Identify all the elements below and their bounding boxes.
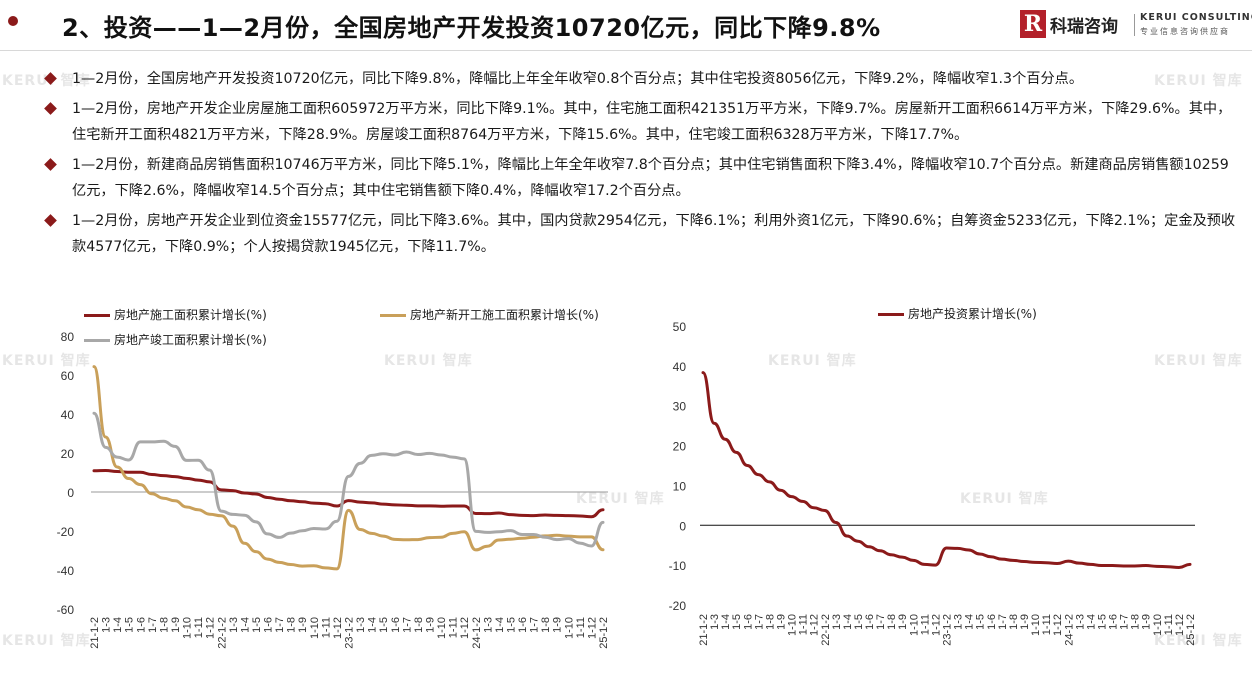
bullet-text: 1—2月份，全国房地产开发投资10720亿元，同比下降9.8%，降幅比上年全年收… bbox=[72, 71, 1084, 87]
header-dot bbox=[8, 16, 18, 26]
x-tick-label: 1-5 bbox=[124, 617, 136, 633]
x-tick-label: 1-6 bbox=[390, 617, 402, 633]
bullet-text: 1—2月份，新建商品房销售面积10746万平方米，同比下降5.1%，降幅比上年全… bbox=[72, 157, 1229, 199]
legend-swatch bbox=[380, 314, 406, 317]
x-tick-label: 1-3 bbox=[355, 617, 367, 633]
watermark: KERUI 智库 bbox=[1154, 353, 1243, 369]
bullet-item: 1—2月份，新建商品房销售面积10746万平方米，同比下降5.1%，降幅比上年全… bbox=[44, 152, 1240, 204]
x-tick-label: 22-1-2 bbox=[216, 617, 228, 649]
x-tick-label: 1-12 bbox=[586, 617, 598, 639]
watermark: KERUI 智库 bbox=[768, 353, 857, 369]
x-tick-label: 1-6 bbox=[135, 617, 147, 633]
x-tick-label: 1-7 bbox=[529, 617, 541, 633]
x-tick-label: 1-8 bbox=[413, 617, 425, 633]
logo-chinese-name: 科瑞咨询 bbox=[1050, 17, 1118, 37]
legend-item: 房地产施工面积累计增长(%) bbox=[84, 306, 267, 323]
y-tick-label: 80 bbox=[61, 330, 75, 344]
bullet-item: 1—2月份，房地产开发企业房屋施工面积605972万平方米，同比下降9.1%。其… bbox=[44, 96, 1240, 148]
x-tick-label: 1-6 bbox=[263, 617, 275, 633]
watermark: KERUI 智库 bbox=[576, 491, 665, 507]
x-tick-label: 1-4 bbox=[112, 617, 124, 633]
legend-label: 房地产投资累计增长(%) bbox=[908, 307, 1037, 321]
x-tick-label: 1-4 bbox=[494, 617, 506, 633]
x-tick-label: 1-7 bbox=[401, 617, 413, 633]
bullet-item: 1—2月份，房地产开发企业到位资金15577亿元，同比下降3.6%。其中，国内贷… bbox=[44, 208, 1240, 260]
y-tick-label: -20 bbox=[57, 525, 75, 539]
x-tick-label: 1-3 bbox=[228, 617, 240, 633]
x-tick-label: 1-7 bbox=[274, 617, 286, 633]
x-tick-label: 1-4 bbox=[239, 617, 251, 633]
x-tick-label: 1-10 bbox=[436, 617, 448, 639]
legend-label: 房地产竣工面积累计增长(%) bbox=[114, 333, 267, 347]
x-tick-label: 1-10 bbox=[563, 617, 575, 639]
bullet-text: 1—2月份，房地产开发企业到位资金15577亿元，同比下降3.6%。其中，国内贷… bbox=[72, 213, 1236, 255]
legend-item: 房地产投资累计增长(%) bbox=[878, 305, 1037, 322]
x-tick-label: 1-11 bbox=[320, 617, 332, 638]
x-tick-label: 1-9 bbox=[297, 617, 309, 633]
bullet-text: 1—2月份，房地产开发企业房屋施工面积605972万平方米，同比下降9.1%。其… bbox=[72, 101, 1232, 143]
x-tick-label: 23-1-2 bbox=[344, 617, 356, 649]
series-line-3 bbox=[92, 411, 605, 548]
x-tick-label: 1-4 bbox=[367, 617, 379, 633]
watermark: KERUI 智库 bbox=[2, 633, 91, 649]
x-tick-label: 1-11 bbox=[193, 617, 205, 638]
x-tick-label: 1-3 bbox=[101, 617, 113, 633]
x-tick-label: 1-9 bbox=[170, 617, 182, 633]
x-tick-label: 1-8 bbox=[540, 617, 552, 633]
x-tick-label: 25-1-2 bbox=[598, 617, 610, 649]
x-tick-label: 1-6 bbox=[517, 617, 529, 633]
watermark: KERUI 智库 bbox=[384, 353, 473, 369]
x-tick-label: 1-5 bbox=[251, 617, 263, 633]
x-tick-label: 1-12 bbox=[332, 617, 344, 639]
y-tick-label: -60 bbox=[57, 603, 75, 617]
watermark: KERUI 智库 bbox=[2, 353, 91, 369]
logo-separator bbox=[1134, 14, 1135, 36]
x-tick-label: 1-12 bbox=[205, 617, 217, 639]
x-tick-label: 1-3 bbox=[482, 617, 494, 633]
series-line-1 bbox=[92, 469, 605, 519]
bullet-list: 1—2月份，全国房地产开发投资10720亿元，同比下降9.8%，降幅比上年全年收… bbox=[44, 66, 1240, 264]
x-tick-label: 1-9 bbox=[552, 617, 564, 633]
series-line-2 bbox=[92, 365, 605, 571]
x-tick-label: 1-10 bbox=[309, 617, 321, 639]
x-tick-label: 21-1-2 bbox=[89, 617, 101, 649]
page-title: 2、投资——1—2月份，全国房地产开发投资10720亿元，同比下降9.8% bbox=[62, 14, 881, 42]
header: 2、投资——1—2月份，全国房地产开发投资10720亿元，同比下降9.8% R … bbox=[0, 0, 1252, 52]
legend-label: 房地产新开工施工面积累计增长(%) bbox=[410, 308, 599, 322]
header-divider bbox=[0, 50, 1252, 51]
x-tick-label: 1-7 bbox=[147, 617, 159, 633]
legend-swatch bbox=[878, 313, 904, 316]
logo-mark: R bbox=[1020, 10, 1046, 38]
watermark: KERUI 智库 bbox=[1154, 73, 1243, 89]
x-tick-label: 1-8 bbox=[158, 617, 170, 633]
x-tick-label: 1-8 bbox=[286, 617, 298, 633]
y-tick-label: -40 bbox=[57, 564, 75, 578]
x-tick-label: 1-5 bbox=[505, 617, 517, 633]
legend-swatch bbox=[84, 314, 110, 317]
x-tick-label: 1-12 bbox=[459, 617, 471, 639]
logo-subtitle: 专业信息咨询供应商 bbox=[1140, 27, 1230, 36]
legend-item: 房地产竣工面积累计增长(%) bbox=[84, 331, 267, 348]
x-tick-label: 1-11 bbox=[448, 617, 460, 638]
watermark: KERUI 智库 bbox=[1154, 633, 1243, 649]
legend-swatch bbox=[84, 339, 110, 342]
y-tick-label: 60 bbox=[61, 369, 75, 383]
bullet-item: 1—2月份，全国房地产开发投资10720亿元，同比下降9.8%，降幅比上年全年收… bbox=[44, 66, 1240, 92]
x-tick-label: 24-1-2 bbox=[471, 617, 483, 649]
y-tick-label: 0 bbox=[67, 486, 74, 500]
logo-english-name: KERUI CONSULTING bbox=[1140, 12, 1252, 23]
y-tick-label: 20 bbox=[61, 447, 75, 461]
brand-logo: R 科瑞咨询 KERUI CONSULTING 专业信息咨询供应商 bbox=[1020, 8, 1252, 42]
legend-label: 房地产施工面积累计增长(%) bbox=[114, 308, 267, 322]
x-tick-label: 1-11 bbox=[575, 617, 587, 638]
x-tick-label: 1-5 bbox=[378, 617, 390, 633]
y-tick-label: 40 bbox=[61, 408, 75, 422]
x-tick-label: 1-9 bbox=[424, 617, 436, 633]
x-tick-label: 1-10 bbox=[182, 617, 194, 639]
legend-item: 房地产新开工施工面积累计增长(%) bbox=[380, 306, 599, 323]
